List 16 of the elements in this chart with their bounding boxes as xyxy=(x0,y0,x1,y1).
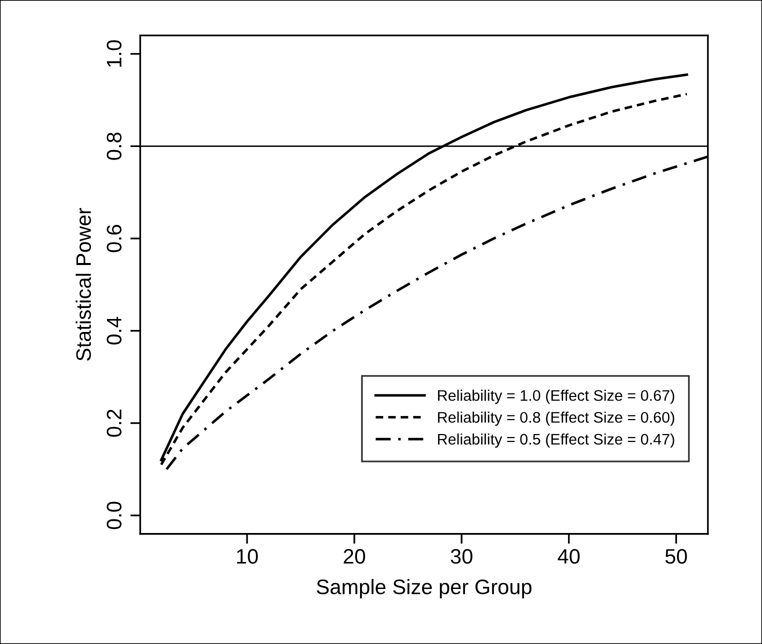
x-tick-label: 10 xyxy=(237,549,258,564)
x-tick-label: 30 xyxy=(450,549,472,564)
legend-label: Reliability = 1.0 (Effect Size = 0.67) xyxy=(438,390,674,404)
x-tick-label: 40 xyxy=(558,549,580,564)
y-tick-label: 0.0 xyxy=(106,502,122,530)
y-tick-label: 0.6 xyxy=(106,224,122,252)
legend-label: Reliability = 0.8 (Effect Size = 0.60) xyxy=(438,412,674,426)
x-axis-title: Sample Size per Group xyxy=(316,578,532,598)
y-tick-label: 0.2 xyxy=(106,410,122,437)
legend-label: Reliability = 0.5 (Effect Size = 0.47) xyxy=(438,433,674,448)
x-tick-label: 50 xyxy=(665,549,687,564)
x-tick-label: 20 xyxy=(344,549,366,564)
y-tick-label: 0.8 xyxy=(106,132,122,160)
y-tick-label: 0.4 xyxy=(106,316,122,344)
y-axis-title: Statistical Power xyxy=(76,208,91,361)
y-tick-label: 1.0 xyxy=(106,40,122,67)
